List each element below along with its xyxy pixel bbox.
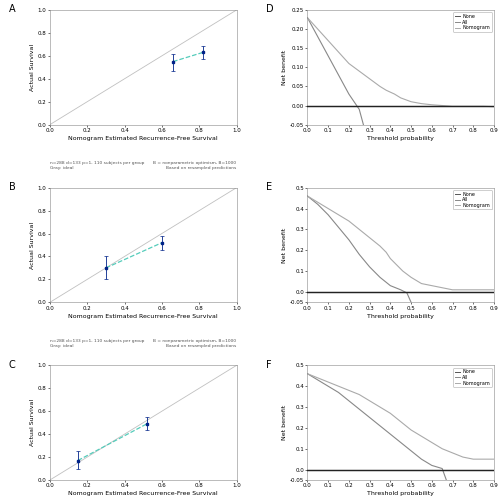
Text: B = nonparametric optimism, B=1000
Based on resampled predictions: B = nonparametric optimism, B=1000 Based…: [153, 339, 237, 348]
Text: D: D: [266, 4, 274, 15]
X-axis label: Threshold probability: Threshold probability: [367, 491, 434, 496]
Y-axis label: Net benefit: Net benefit: [282, 228, 287, 262]
X-axis label: Nomogram Estimated Recurrence-Free Survival: Nomogram Estimated Recurrence-Free Survi…: [68, 314, 218, 318]
Legend: None, All, Nomogram: None, All, Nomogram: [453, 12, 492, 32]
Legend: None, All, Nomogram: None, All, Nomogram: [453, 368, 492, 387]
Legend: None, All, Nomogram: None, All, Nomogram: [453, 190, 492, 210]
Text: B: B: [9, 182, 15, 192]
Text: C: C: [9, 360, 15, 370]
Text: A: A: [9, 4, 15, 15]
Text: n=288 d=133 p=1, 110 subjects per group
Gray: ideal: n=288 d=133 p=1, 110 subjects per group …: [50, 162, 144, 170]
Text: B = nonparametric optimism, B=1000
Based on resampled predictions: B = nonparametric optimism, B=1000 Based…: [153, 162, 237, 170]
X-axis label: Nomogram Estimated Recurrence-Free Survival: Nomogram Estimated Recurrence-Free Survi…: [68, 136, 218, 141]
Y-axis label: Net benefit: Net benefit: [282, 405, 287, 440]
Text: n=288 d=133 p=1, 110 subjects per group
Gray: ideal: n=288 d=133 p=1, 110 subjects per group …: [50, 339, 144, 348]
Y-axis label: Actual Survival: Actual Survival: [30, 222, 35, 268]
X-axis label: Threshold probability: Threshold probability: [367, 136, 434, 141]
X-axis label: Threshold probability: Threshold probability: [367, 314, 434, 318]
Y-axis label: Net benefit: Net benefit: [282, 50, 287, 85]
X-axis label: Nomogram Estimated Recurrence-Free Survival: Nomogram Estimated Recurrence-Free Survi…: [68, 491, 218, 496]
Text: E: E: [266, 182, 272, 192]
Y-axis label: Actual Survival: Actual Survival: [30, 399, 35, 446]
Y-axis label: Actual Survival: Actual Survival: [30, 44, 35, 91]
Text: F: F: [266, 360, 272, 370]
